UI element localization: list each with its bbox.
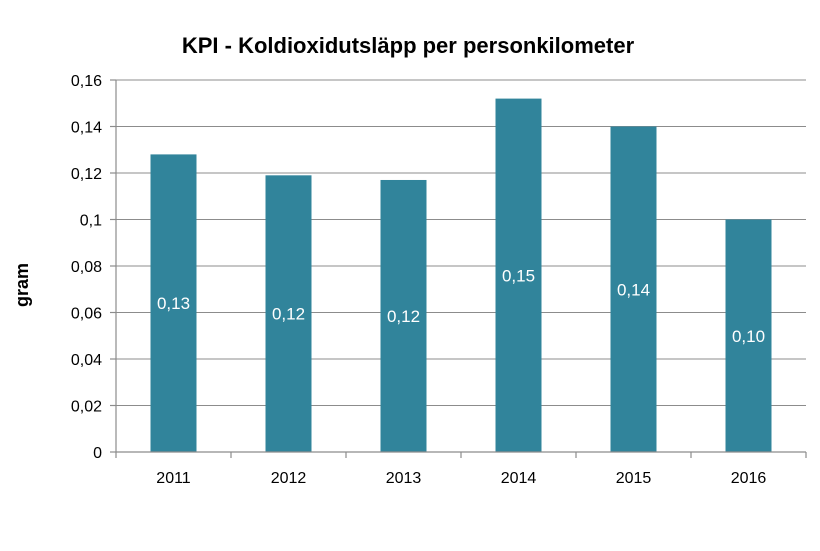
x-tick-label: 2015	[616, 470, 652, 487]
x-tick-label: 2013	[386, 470, 422, 487]
y-tick-label: 0	[93, 445, 102, 462]
bar-2011	[150, 154, 197, 452]
x-tick-label: 2012	[271, 470, 307, 487]
bars	[150, 98, 772, 452]
data-label: 0,12	[272, 305, 305, 324]
data-label: 0,12	[387, 307, 420, 326]
y-tick-label: 0,06	[71, 306, 102, 323]
y-tick-label: 0,02	[71, 399, 102, 416]
bar-2014	[495, 98, 542, 452]
y-tick-label: 0,12	[71, 166, 102, 183]
bar-2015	[610, 126, 657, 452]
axes	[110, 79, 807, 458]
y-tick-labels: 0 0,02 0,04 0,06 0,08 0,1 0,12 0,14 0,16	[71, 73, 102, 462]
y-tick-label: 0,1	[80, 213, 102, 230]
x-tick-label: 2011	[156, 470, 191, 487]
y-tick-label: 0,08	[71, 259, 102, 276]
data-labels: 0,13 0,12 0,12 0,15 0,14 0,10	[157, 266, 765, 345]
x-tick-label: 2014	[501, 470, 537, 487]
chart-title: KPI - Koldioxidutsläpp per personkilomet…	[182, 33, 635, 58]
data-label: 0,15	[502, 266, 535, 285]
y-tick-label: 0,14	[71, 120, 102, 137]
data-label: 0,13	[157, 294, 190, 313]
y-axis-label: gram	[12, 263, 32, 307]
data-label: 0,14	[617, 280, 650, 299]
y-tick-label: 0,04	[71, 352, 102, 369]
gridlines	[116, 79, 806, 406]
bar-2016	[725, 219, 772, 452]
bar-2013	[380, 179, 427, 452]
x-tick-label: 2016	[731, 470, 767, 487]
bar-2012	[265, 175, 312, 452]
x-tick-labels: 2011 2012 2013 2014 2015 2016	[156, 470, 766, 487]
data-label: 0,10	[732, 327, 765, 346]
y-tick-label: 0,16	[71, 73, 102, 90]
